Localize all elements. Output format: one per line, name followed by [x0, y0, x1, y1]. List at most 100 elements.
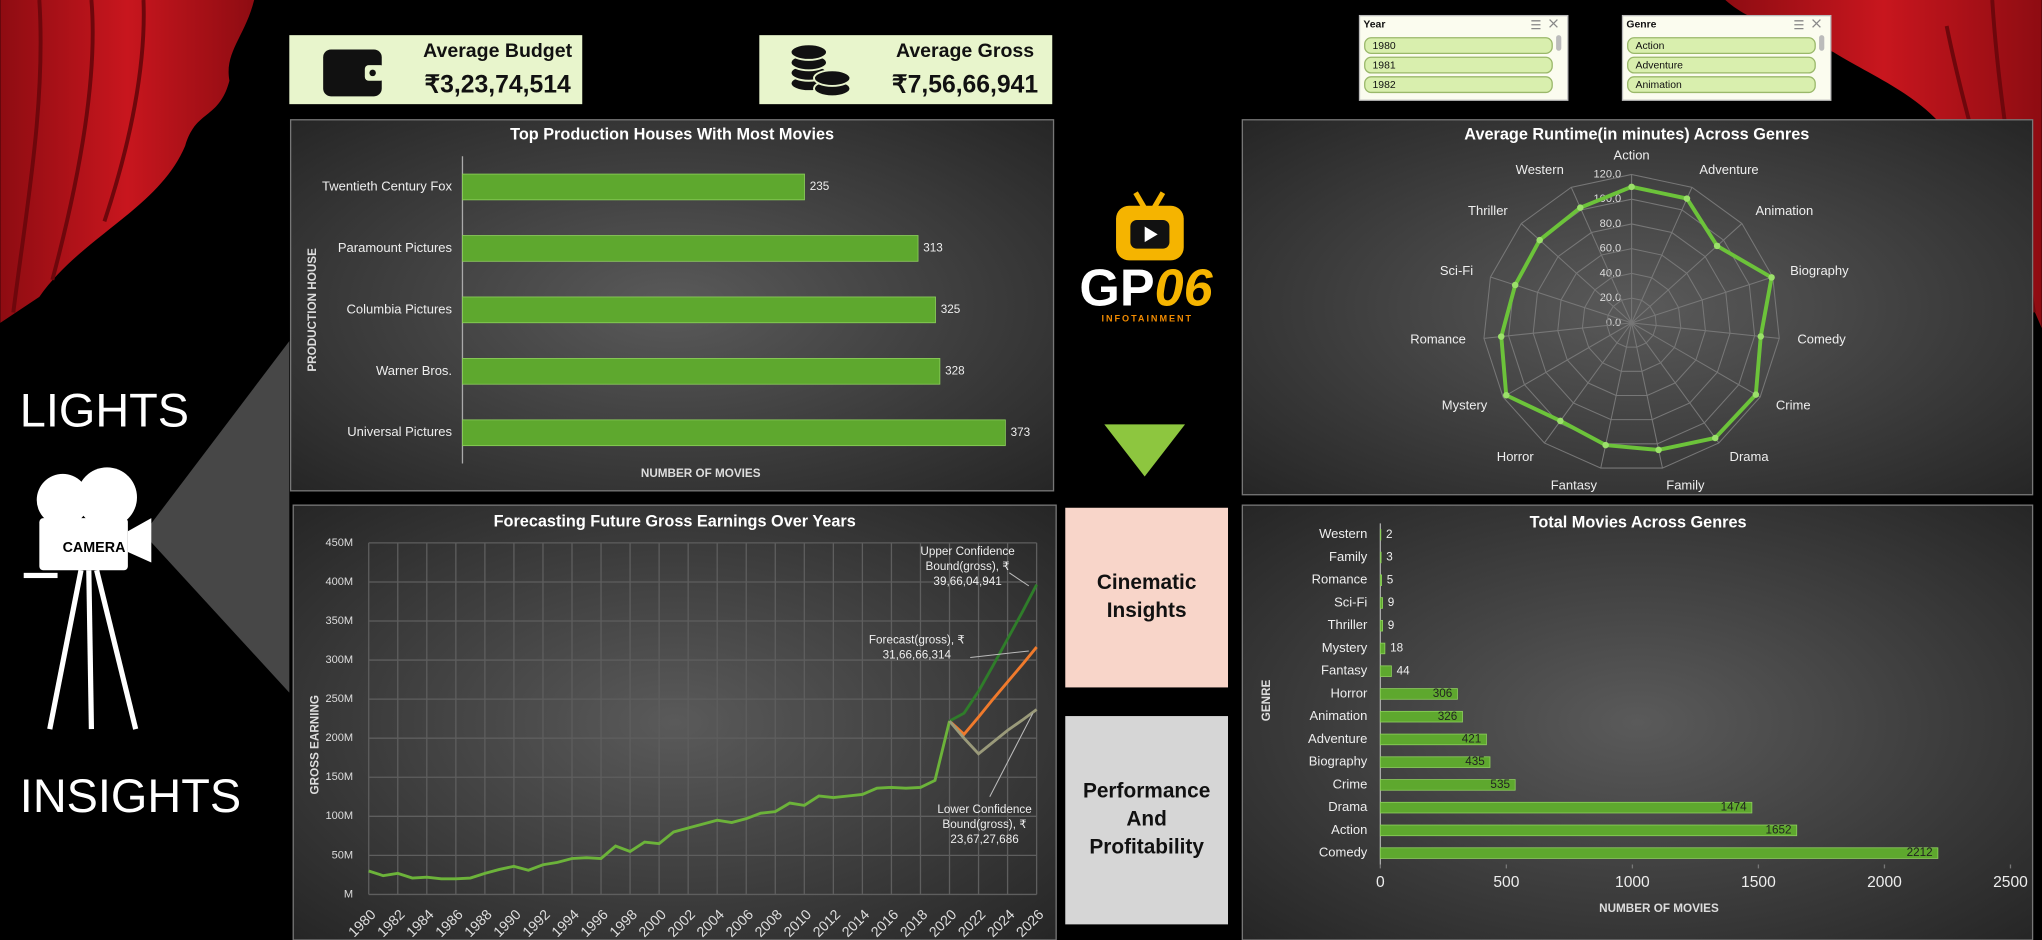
slicer-item[interactable]: [1364, 37, 1553, 55]
value-label: 421: [1462, 733, 1482, 746]
slicer-item-label[interactable]: 1981: [1373, 60, 1396, 71]
camera-label: CAMERA: [63, 540, 126, 556]
annotation: Forecast(gross), ₹: [869, 634, 965, 647]
category-label: Drama: [1328, 799, 1368, 814]
nav-label[interactable]: Performance: [1083, 780, 1210, 803]
value-label: 235: [810, 180, 830, 193]
bar: [1379, 551, 1382, 564]
camera-icon: [23, 467, 152, 730]
category-label: Animation: [1755, 203, 1813, 218]
category-label: Paramount Pictures: [338, 240, 453, 255]
r-tick-label: 100.0: [1594, 193, 1622, 205]
bar: [1379, 801, 1753, 814]
x-tick-label: 2000: [1867, 874, 1902, 891]
series-line: [368, 720, 951, 881]
spoke: [1631, 223, 1743, 324]
r-tick-label: 20.0: [1600, 292, 1622, 304]
annotation: 39,66,04,941: [933, 575, 1001, 588]
bar: [1379, 779, 1516, 791]
coins-icon: [789, 43, 852, 98]
chart-title: Total Movies Across Genres: [1530, 514, 1747, 532]
annotation-leader: [989, 713, 1034, 798]
r-tick-label: 80.0: [1600, 218, 1622, 230]
annotation: Upper Confidence: [920, 545, 1014, 558]
slicer-item-label[interactable]: Animation: [1636, 80, 1682, 91]
value-label: 44: [1397, 664, 1411, 677]
category-label: Adventure: [1308, 731, 1367, 746]
bar: [462, 358, 941, 385]
nav-label[interactable]: Profitability: [1089, 836, 1204, 859]
category-label: Western: [1319, 526, 1367, 541]
category-label: Fantasy: [1321, 663, 1368, 678]
y-axis-title: GROSS EARNING: [308, 695, 321, 794]
category-label: Western: [1516, 162, 1564, 177]
value-label: 325: [941, 303, 961, 316]
slicer-item-label[interactable]: Adventure: [1636, 60, 1684, 71]
point: [1511, 281, 1519, 289]
point: [1683, 195, 1691, 202]
chart-panel: [1241, 119, 2034, 496]
value-label: 9: [1388, 619, 1395, 632]
value-label: 3: [1386, 551, 1393, 564]
x-tick-label: 1500: [1741, 874, 1776, 891]
logo-text: GP06: [1079, 259, 1213, 317]
bar: [1379, 665, 1392, 677]
slicer-item[interactable]: [1364, 76, 1553, 94]
annotation: Lower Confidence: [937, 803, 1031, 816]
annotation: 23,67,27,686: [950, 833, 1018, 846]
y-tick-label: 350M: [325, 615, 353, 627]
slicer-icon: [1794, 19, 1821, 30]
slicer-item[interactable]: [1627, 56, 1816, 74]
chart-title: Forecasting Future Gross Earnings Over Y…: [494, 512, 856, 530]
slicer-item[interactable]: [1627, 37, 1816, 55]
wallet-icon: [323, 49, 385, 97]
nav-button[interactable]: [1065, 716, 1229, 925]
slicer-item-label[interactable]: 1982: [1373, 80, 1396, 91]
chart-title: Top Production Houses With Most Movies: [510, 126, 834, 144]
logo-tagline: INFOTAINMENT: [1101, 313, 1193, 323]
slicer-item[interactable]: [1364, 56, 1553, 74]
category-label: Thriller: [1468, 203, 1508, 218]
category-label: Biography: [1790, 263, 1849, 278]
category-label: Family: [1329, 549, 1368, 564]
category-label: Animation: [1310, 708, 1368, 723]
y-tick-label: 100M: [325, 810, 353, 822]
slicer-item-label[interactable]: Action: [1636, 41, 1665, 52]
y-axis-title: GENRE: [1260, 679, 1273, 721]
grid-ring: [1483, 173, 1780, 469]
slicer-item[interactable]: [1627, 76, 1816, 94]
series-line: [948, 583, 1038, 723]
category-label: Crime: [1333, 776, 1368, 791]
bar: [462, 296, 936, 324]
y-tick-label: 50M: [332, 849, 354, 861]
slicer-scrollbar: [1819, 35, 1825, 51]
x-tick-label: 500: [1493, 874, 1519, 891]
value-label: 326: [1438, 710, 1458, 723]
category-label: Horror: [1497, 449, 1535, 464]
projector-beam: [143, 341, 290, 693]
y-tick-label: 250M: [325, 693, 353, 705]
value-label: 18: [1390, 642, 1403, 655]
series-line: [948, 708, 1038, 756]
nav-label[interactable]: Cinematic: [1097, 571, 1197, 594]
y-axis-title: PRODUCTION HOUSE: [306, 248, 319, 372]
bar: [462, 235, 919, 262]
spoke: [1483, 322, 1632, 339]
category-label: Action: [1331, 822, 1367, 837]
slicer-title: Year: [1363, 19, 1385, 30]
chart-panel: [1241, 504, 2034, 940]
category-label: Thriller: [1328, 617, 1368, 632]
bar: [1379, 824, 1798, 837]
category-label: Comedy: [1797, 332, 1846, 347]
nav-button[interactable]: [1065, 507, 1229, 688]
value-label: 535: [1490, 778, 1510, 791]
nav-label[interactable]: Insights: [1107, 599, 1187, 622]
slicer-item-label[interactable]: 1980: [1373, 41, 1396, 52]
point: [1655, 446, 1662, 454]
category-label: Mystery: [1442, 398, 1488, 413]
nav-label[interactable]: And: [1126, 808, 1167, 831]
kpi-label: Average Budget: [423, 40, 572, 62]
logo-icon: [1116, 191, 1184, 261]
r-tick-label: 0.0: [1606, 317, 1621, 329]
